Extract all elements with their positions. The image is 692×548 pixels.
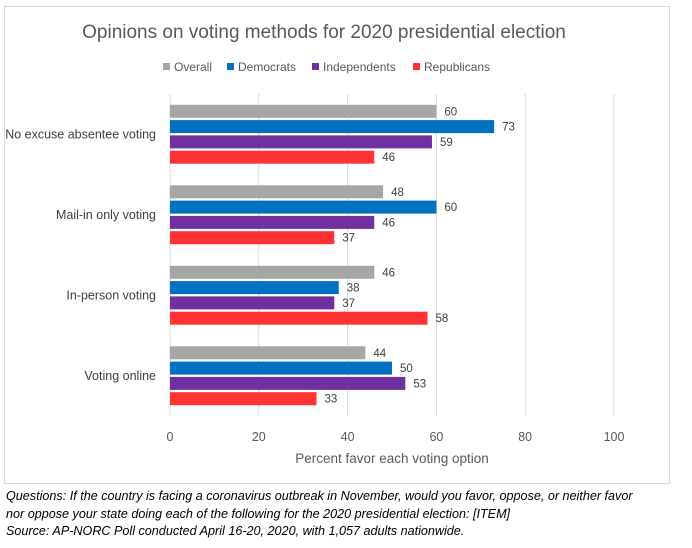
data-label: 44 xyxy=(373,348,386,360)
category-label-no-excuse-absentee-voting: No excuse absentee voting xyxy=(5,127,156,141)
bar-mail-in-only-voting-overall xyxy=(170,185,384,199)
bar-in-person-voting-overall xyxy=(170,265,375,279)
data-label: 60 xyxy=(444,202,457,214)
bar-mail-in-only-voting-republicans xyxy=(170,231,335,245)
data-label: 48 xyxy=(391,187,404,199)
bar-no-excuse-absentee-voting-democrats xyxy=(170,120,495,134)
footnote: Questions: If the country is facing a co… xyxy=(6,488,690,541)
legend-swatch-democrats xyxy=(227,63,234,70)
data-label: 53 xyxy=(413,378,426,390)
data-label: 50 xyxy=(400,363,413,375)
data-label: 46 xyxy=(382,267,395,279)
bar-no-excuse-absentee-voting-overall xyxy=(170,104,437,118)
data-label: 37 xyxy=(342,298,355,310)
bar-voting-online-republicans xyxy=(170,392,317,406)
legend-label-democrats: Democrats xyxy=(238,60,296,74)
footnote-question-line-2: nor oppose your state doing each of the … xyxy=(6,506,511,521)
category-label-mail-in-only-voting: Mail-in only voting xyxy=(56,208,156,222)
data-label: 46 xyxy=(382,152,395,164)
x-tick-label: 80 xyxy=(518,430,532,444)
data-label: 37 xyxy=(342,233,355,245)
x-tick-label: 60 xyxy=(429,430,443,444)
bar-voting-online-democrats xyxy=(170,361,392,375)
data-label: 38 xyxy=(347,283,360,295)
legend-label-independents: Independents xyxy=(323,60,396,74)
bar-in-person-voting-republicans xyxy=(170,311,428,325)
footnote-source: Source: AP-NORC Poll conducted April 16-… xyxy=(6,524,465,538)
legend-swatch-independents xyxy=(312,63,319,70)
legend-label-overall: Overall xyxy=(174,60,212,74)
legend-swatch-overall xyxy=(163,63,170,70)
data-label: 46 xyxy=(382,217,395,229)
x-tick-label: 40 xyxy=(341,430,355,444)
category-label-in-person-voting: In-person voting xyxy=(66,288,156,302)
bar-no-excuse-absentee-voting-independents xyxy=(170,135,432,149)
x-tick-label: 0 xyxy=(167,430,174,444)
chart-title: Opinions on voting methods for 2020 pres… xyxy=(82,22,566,43)
legend-swatch-republicans xyxy=(413,63,420,70)
legend-label-republicans: Republicans xyxy=(424,60,490,74)
chart-area xyxy=(4,6,670,484)
x-tick-label: 100 xyxy=(604,430,625,444)
bar-voting-online-overall xyxy=(170,346,366,360)
bar-in-person-voting-independents xyxy=(170,296,335,310)
x-axis-title: Percent favor each voting option xyxy=(295,451,489,466)
data-label: 73 xyxy=(502,122,515,134)
x-tick-label: 20 xyxy=(252,430,266,444)
bar-in-person-voting-democrats xyxy=(170,281,339,295)
data-label: 59 xyxy=(440,137,453,149)
data-label: 33 xyxy=(325,394,338,406)
category-label-voting-online: Voting online xyxy=(84,369,156,383)
data-label: 60 xyxy=(444,106,457,118)
bar-mail-in-only-voting-independents xyxy=(170,215,375,229)
bar-voting-online-independents xyxy=(170,376,406,390)
footnote-question-line-1: Questions: If the country is facing a co… xyxy=(6,489,633,503)
bar-no-excuse-absentee-voting-republicans xyxy=(170,150,375,164)
data-label: 58 xyxy=(436,313,449,325)
bar-chart: Opinions on voting methods for 2020 pres… xyxy=(5,22,625,466)
bar-mail-in-only-voting-democrats xyxy=(170,200,437,214)
